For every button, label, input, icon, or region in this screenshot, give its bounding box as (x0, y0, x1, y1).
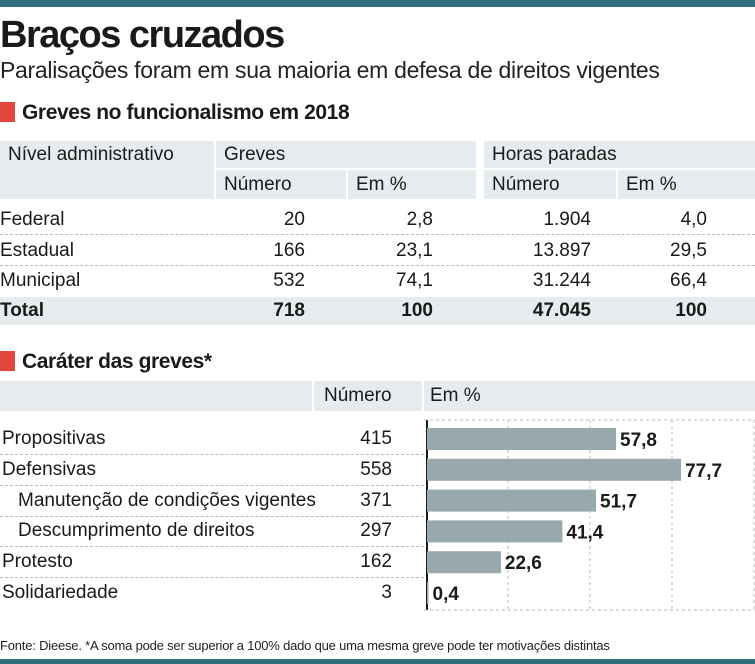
header-band-horas-pct (618, 170, 755, 199)
header-band-level (0, 141, 214, 199)
table-row-label: Estadual (0, 240, 74, 261)
carater-row-numero: 371 (360, 489, 392, 511)
column-header-horas-pct: Em % (626, 174, 677, 195)
column-header-level: Nível administrativo (8, 144, 174, 165)
chart-data-label: 77,7 (685, 461, 722, 482)
table-row-label: Municipal (0, 270, 81, 291)
chart-bar (427, 582, 429, 604)
carater-row-label: Propositivas (2, 428, 106, 449)
section-title-carater-text: Caráter das greves* (22, 350, 212, 373)
header-band-carater-label (0, 381, 312, 411)
table-total-label: Total (0, 300, 44, 321)
header-band-carater-pct (424, 381, 755, 411)
chart-bar (427, 428, 617, 450)
top-accent-rule (0, 0, 755, 7)
table-cell-greves-pct: 23,1 (396, 240, 433, 261)
chart-data-label: 41,4 (566, 522, 603, 543)
footnote: Fonte: Dieese. *A soma pode ser superior… (0, 638, 610, 653)
section-title-greves: Greves no funcionalismo em 2018 (0, 100, 350, 126)
carater-row-label: Descumprimento de direitos (18, 520, 255, 542)
table-cell-greves-pct: 2,8 (406, 209, 433, 230)
header-band-greves-pct (348, 170, 476, 199)
carater-row-numero: 162 (360, 551, 392, 573)
row-divider (0, 484, 424, 486)
carater-row-label: Manutenção de condições vigentes (18, 489, 316, 511)
header-band-horas (484, 141, 755, 168)
carater-row-label: Protesto (2, 551, 73, 573)
table-cell-horas-num: 31.244 (532, 270, 591, 291)
chart-data-label: 57,8 (620, 430, 657, 451)
column-header-carater-pct: Em % (430, 385, 481, 406)
table-total-greves-pct: 100 (401, 300, 433, 321)
row-divider (0, 454, 424, 455)
table-cell-horas-num: 13.897 (532, 240, 591, 261)
column-group-horas: Horas paradas (492, 144, 617, 165)
table-total-greves-num: 718 (273, 300, 305, 321)
row-divider (0, 234, 755, 235)
column-header-carater-numero: Número (324, 385, 392, 406)
row-divider (0, 546, 424, 548)
column-header-greves-numero: Número (224, 174, 292, 195)
total-row-band (0, 297, 755, 325)
row-divider (0, 265, 755, 266)
chart-bar (427, 458, 682, 481)
column-header-horas-numero: Número (492, 174, 560, 195)
carater-row-numero: 3 (381, 582, 392, 603)
column-group-greves: Greves (224, 144, 286, 165)
table-cell-horas-pct: 4,0 (680, 209, 707, 230)
table-cell-greves-num: 532 (273, 270, 305, 291)
chart-bar (427, 551, 501, 574)
table-cell-greves-pct: 74,1 (396, 270, 433, 291)
section-marker (0, 102, 15, 122)
header-band-carater-numero (314, 381, 422, 411)
table-total-horas-num: 47.045 (532, 300, 591, 321)
page-subtitle: Paralisações foram em sua maioria em def… (0, 57, 660, 83)
row-divider (0, 515, 424, 517)
chart-data-label: 51,7 (600, 492, 637, 513)
page-title: Braços cruzados (0, 14, 285, 56)
row-divider (0, 577, 424, 579)
header-band-greves-num (216, 170, 346, 199)
section-title-carater: Caráter das greves* (0, 349, 212, 375)
chart-data-label: 0,4 (433, 584, 460, 605)
carater-row-label: Solidariedade (2, 582, 119, 603)
chart-bar (427, 520, 563, 543)
table-cell-horas-pct: 66,4 (670, 270, 707, 291)
header-band-horas-num (484, 170, 616, 199)
carater-row-numero: 415 (360, 428, 392, 449)
carater-row-numero: 558 (360, 458, 392, 480)
section-marker (0, 351, 15, 371)
chart-bar (427, 489, 597, 512)
carater-row-label: Defensivas (2, 458, 96, 480)
table-total-horas-pct: 100 (675, 300, 707, 321)
table-cell-greves-num: 20 (283, 209, 305, 230)
chart-data-label: 22,6 (505, 553, 542, 574)
header-band-greves (216, 141, 476, 168)
table-cell-horas-num: 1.904 (543, 209, 591, 230)
table-cell-horas-pct: 29,5 (670, 240, 707, 261)
carater-row-numero: 297 (360, 520, 392, 542)
table-cell-greves-num: 166 (273, 240, 305, 261)
section-title-greves-text: Greves no funcionalismo em 2018 (22, 101, 350, 124)
table-row-label: Federal (0, 209, 65, 230)
bottom-accent-rule (0, 659, 755, 664)
column-header-greves-pct: Em % (356, 174, 407, 195)
